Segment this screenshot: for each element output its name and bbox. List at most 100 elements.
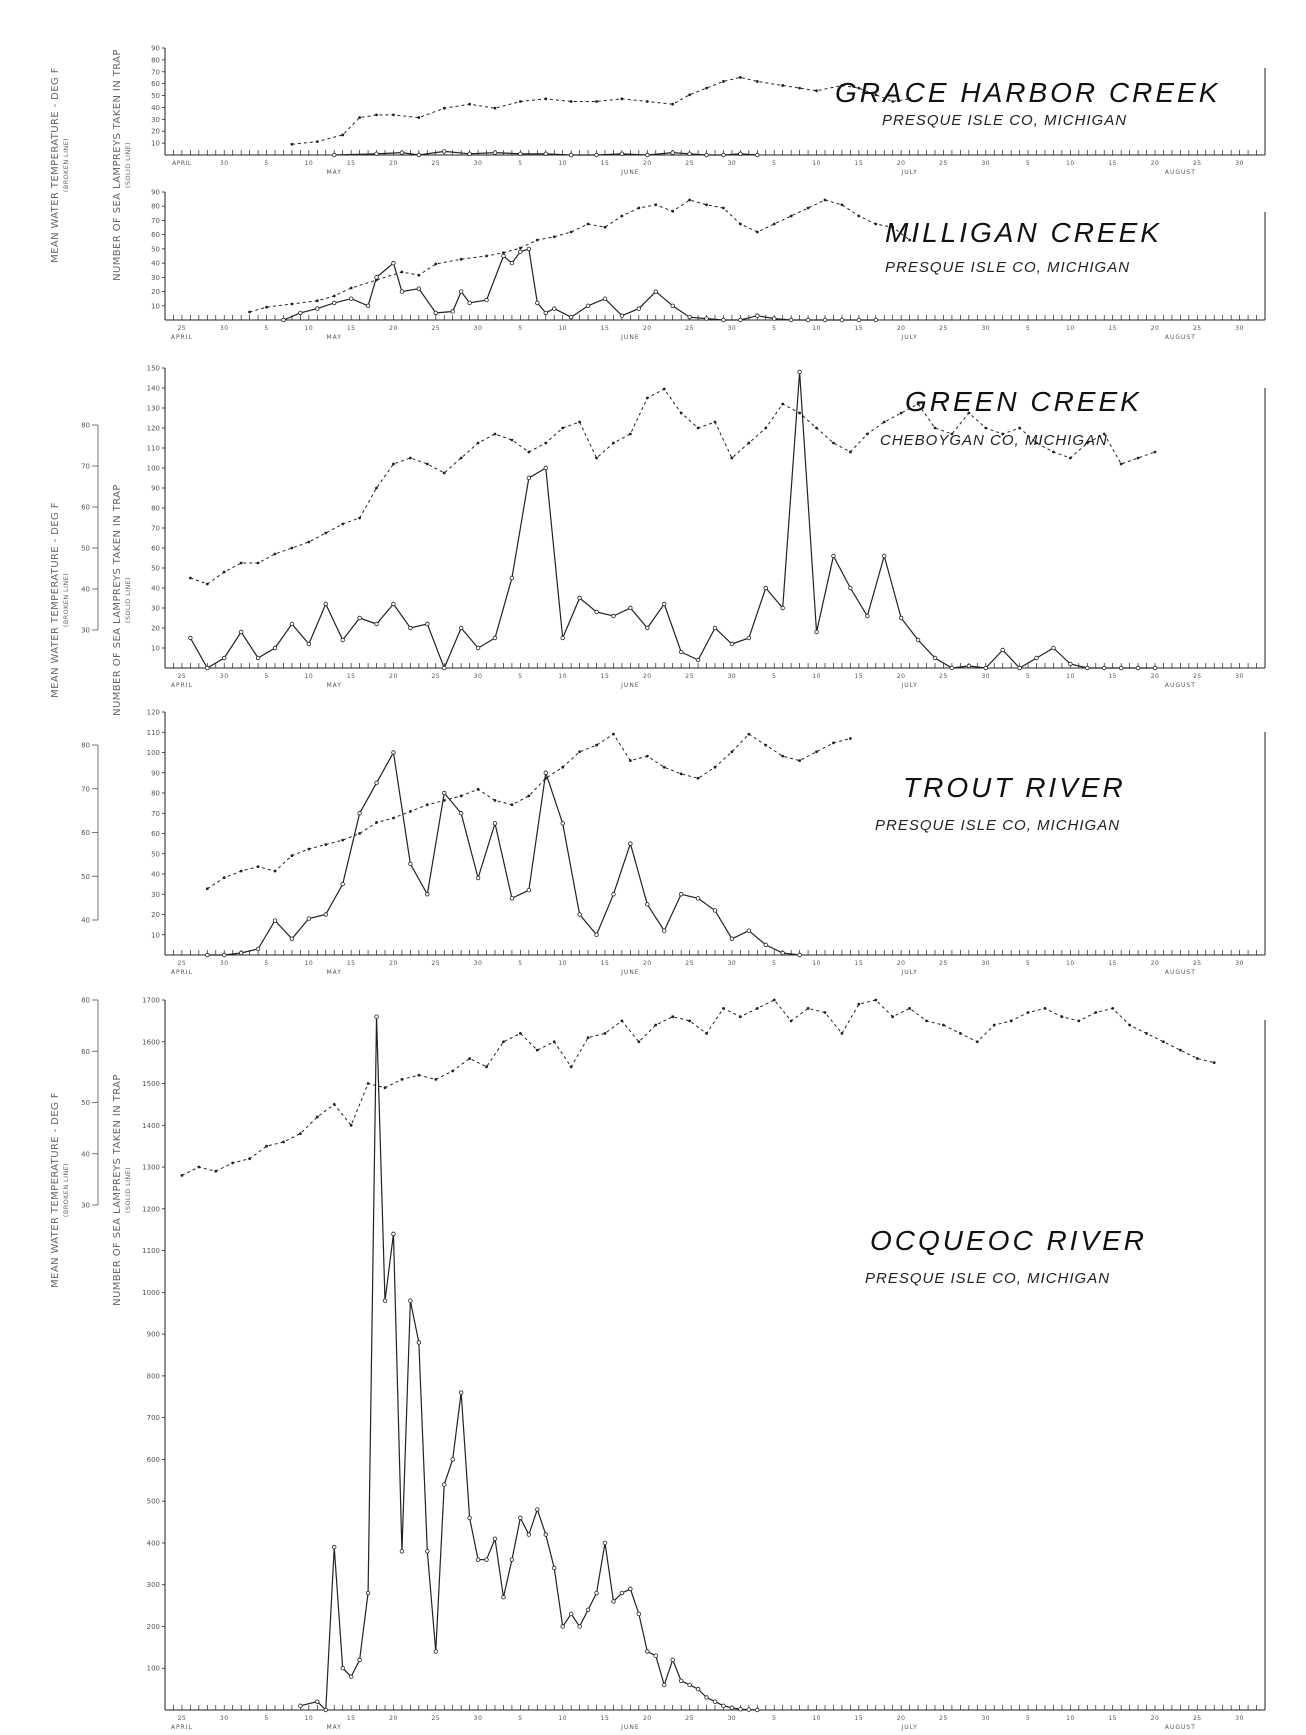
lamprey-count-point [628, 605, 633, 611]
x-tick-label: 20 [643, 1715, 652, 1722]
temperature-point [544, 97, 548, 101]
temperature-point [1145, 1032, 1148, 1035]
lamprey-count-point [484, 297, 489, 303]
temperature-point [527, 794, 531, 798]
lamprey-count-point [188, 635, 193, 641]
lamprey-count-point [865, 613, 870, 619]
y-tick-label: 100 [147, 749, 160, 757]
lamprey-count-point [450, 309, 455, 314]
temperature-point [442, 106, 446, 110]
temperature-point [222, 876, 226, 880]
lamprey-count-point [687, 314, 692, 320]
lamprey-count-point [238, 950, 244, 956]
temperature-point [468, 1057, 472, 1060]
temperature-point [705, 203, 708, 207]
temperature-point [891, 100, 895, 103]
temperature-point [417, 116, 421, 119]
y-tick-label: 140 [147, 385, 160, 393]
x-tick-label: 15 [347, 160, 356, 167]
lamprey-count-point [915, 637, 921, 643]
x-tick-label: 20 [643, 325, 652, 332]
month-label: JUNE [620, 334, 639, 341]
lamprey-count-point [340, 1666, 345, 1671]
x-tick-label: 15 [855, 160, 864, 167]
temperature-point [984, 426, 988, 430]
y-tick-label: 30 [151, 116, 160, 124]
lamprey-count-point [560, 1624, 565, 1629]
lamprey-count-point [670, 150, 675, 155]
lamprey-count-point [365, 303, 371, 308]
lamprey-count-point [594, 932, 599, 937]
lamprey-count-point [391, 260, 396, 266]
temperature-point [671, 1015, 675, 1019]
y-tick-label: 80 [151, 203, 160, 211]
lamprey-count-point [1118, 665, 1124, 671]
temperature-point [324, 531, 328, 535]
x-tick-label: 25 [939, 673, 948, 680]
x-tick-label: 10 [305, 1715, 314, 1722]
temp-tick-label: 70 [81, 463, 90, 471]
temperature-point [781, 754, 785, 758]
lamprey-count-point [340, 881, 345, 887]
lamprey-count-point [1000, 647, 1005, 653]
month-label: AUGUST [1165, 682, 1196, 689]
x-tick-label: 20 [389, 325, 398, 332]
lamprey-count-point [374, 1014, 379, 1019]
temperature-point [1043, 1006, 1047, 1010]
lamprey-count-point [594, 152, 599, 158]
x-tick-label: 30 [474, 960, 483, 967]
temperature-point [273, 869, 277, 873]
y-tick-label: 60 [151, 545, 160, 553]
month-label: MAY [326, 334, 341, 341]
temperature-point [857, 1002, 861, 1006]
temperature-point [603, 225, 607, 229]
x-tick-label: 20 [389, 160, 398, 167]
temperature-point [815, 750, 818, 754]
lamprey-count-point [399, 150, 405, 155]
month-label: JULY [900, 682, 917, 689]
temperature-point [662, 387, 666, 391]
x-tick-label: 15 [1108, 673, 1117, 680]
temperature-point [671, 102, 675, 106]
lamprey-count-point [475, 875, 481, 881]
lamprey-count-point [543, 465, 548, 471]
x-tick-label: 5 [772, 673, 776, 680]
lamprey-count-point [662, 928, 667, 933]
temperature-point [485, 254, 488, 258]
month-label: MAY [326, 169, 341, 176]
lamprey-count-point [568, 1611, 574, 1617]
lamprey-count-point [695, 657, 701, 663]
temperature-point [789, 214, 793, 218]
temperature-point [874, 998, 878, 1002]
x-tick-label: 5 [518, 960, 522, 967]
temperature-point [628, 759, 632, 762]
temperature-point [992, 1023, 996, 1027]
x-tick-label: 10 [812, 160, 821, 167]
temperature-point [679, 411, 683, 415]
temperature-point [848, 737, 852, 740]
x-tick-label: 15 [855, 960, 864, 967]
lamprey-count-point [323, 1707, 328, 1713]
temperature-point [730, 750, 734, 754]
lamprey-count-point [932, 655, 938, 661]
y-tick-label: 150 [147, 365, 160, 373]
temperature-point [612, 441, 615, 445]
temperature-point [383, 1086, 387, 1090]
x-tick-label: 10 [812, 960, 821, 967]
temperature-point [806, 1006, 810, 1010]
y-tick-label: 1400 [142, 1122, 160, 1130]
x-tick-label: 25 [685, 1715, 694, 1722]
x-tick-label: 5 [264, 325, 268, 332]
x-tick-label: 30 [1235, 160, 1244, 167]
lamprey-count-point [442, 149, 447, 154]
temperature-point [502, 251, 505, 255]
y-tick-label: 20 [151, 128, 160, 136]
temp-tick-label: 80 [81, 422, 90, 430]
x-tick-label: 30 [981, 325, 990, 332]
x-tick-label: 25 [939, 1715, 948, 1722]
lamprey-count-point [255, 655, 261, 661]
temperature-point [815, 89, 818, 93]
temperature-point [502, 1040, 505, 1044]
